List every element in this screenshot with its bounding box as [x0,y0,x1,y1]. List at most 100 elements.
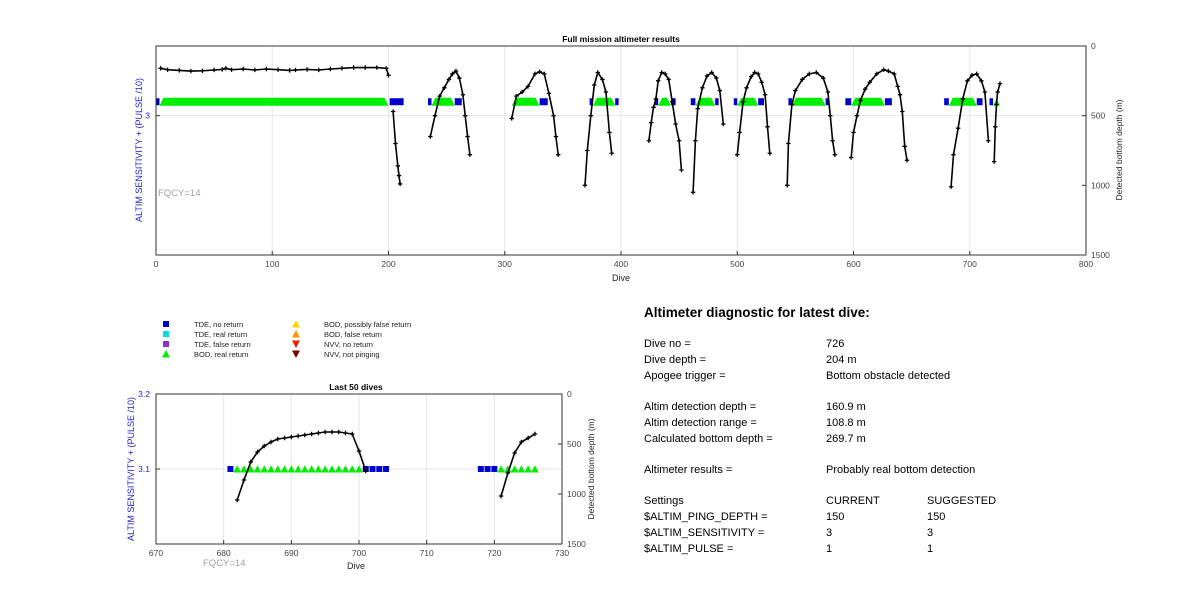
bottom-depth-point [158,66,163,71]
bottom-depth-point [607,130,612,135]
tde-no-return-marker [484,466,491,472]
bottom-depth-point [969,73,975,78]
y2-tick-label: 1500 [567,539,586,549]
bottom-depth-point [532,431,538,437]
bottom-depth-point [991,159,997,164]
legend-entry: TDE, false return [163,340,251,349]
bottom-depth-point [830,138,835,143]
bod-real-return-marker [348,465,357,473]
bottom-depth-line [392,111,401,185]
diag-value: 160.9 m [826,401,866,413]
bod-real-return-marker [246,465,255,473]
bottom-depth-point [450,71,455,77]
diag-label: Apogee trigger = [644,370,726,382]
bod-real-return-marker [307,465,316,473]
bottom-depth-point [974,71,979,77]
bottom-depth-point [442,85,447,90]
bottom-depth-point [211,67,217,73]
bottom-depth-point [551,113,556,118]
legend-entry: NVV, not pinging [292,350,380,359]
legend-triangle-down-icon [292,340,300,348]
bottom-depth-point [397,181,403,187]
bottom-depth-point [532,71,538,77]
diag-value: 204 m [826,354,857,366]
bottom-depth-point [676,138,682,143]
bottom-depth-point [282,435,287,441]
bottom-depth-point [255,449,260,455]
bottom-depth-point [498,493,504,499]
x-tick-label: 670 [149,548,163,558]
bottom-depth-point [329,429,335,435]
legend-label: TDE, false return [194,340,251,349]
bottom-depth-point [862,86,868,92]
x-tick-label: 690 [284,548,298,558]
bod-real-return-marker [301,465,309,473]
diag-row-detection-range: Altim detection range = 108.8 m [644,417,1164,433]
bod-real-return-marker [334,465,343,473]
bottom-depth-point [446,77,452,82]
bottom-depth-point [519,89,525,95]
bod-real-return-marker [294,465,302,473]
setting-current: 3 [826,527,833,539]
bottom-depth-point [463,113,468,118]
x-tick-label: 720 [487,548,501,558]
bottom-depth-point [659,70,664,75]
altimeter-diagnostic-panel: Altimeter diagnostic for latest dive: Di… [644,305,1164,559]
legend-entry: BOD, false return [292,330,382,339]
bottom-depth-point [553,134,559,139]
bottom-depth-point [897,92,903,97]
bottom-depth-point [891,71,897,77]
bottom-depth-point [695,106,700,111]
bottom-depth-point [603,89,609,95]
legend-label: NVV, not pinging [324,350,380,359]
bottom-depth-point [525,435,531,441]
setting-current: 1 [826,543,833,555]
bod-real-return-marker [504,465,512,473]
bottom-depth-point [721,121,726,127]
x-tick-label: 300 [498,259,512,269]
tde-no-return-marker [976,98,983,106]
legend-square-icon [163,321,169,327]
tde-no-return-marker [491,466,498,472]
bottom-depth-point [965,78,970,84]
bottom-depth-point [858,98,863,103]
bod-real-return-marker [791,97,826,106]
bottom-depth-point [900,109,905,114]
y2-tick-label: 0 [1091,41,1096,51]
bottom-depth-point [717,88,723,93]
bottom-depth-point [600,77,605,82]
legend-label: BOD, possibly false return [324,320,411,329]
bottom-depth-point [293,67,298,73]
axis-ticks: 010020030040050060070080034050010001500 [145,41,1110,269]
legend-label: TDE, real return [194,330,247,339]
legend-entry: TDE, real return [163,330,247,339]
depth-series [235,429,538,503]
bottom-depth-point [264,66,269,72]
bod-real-return-marker [159,97,389,106]
bottom-depth-point [595,70,600,75]
bottom-depth-point [519,439,524,445]
bottom-depth-point [767,151,772,156]
bottom-depth-point [867,80,872,85]
bottom-depth-point [673,121,678,127]
bottom-depth-point [740,99,746,104]
bottom-depth-point [287,68,292,73]
bottom-depth-point [690,190,696,195]
bod-real-return-marker [328,465,336,473]
bottom-depth-point [262,443,267,449]
y-axis-label: ALTIM SENSITIVITY + (PULSE /10) [126,397,136,541]
bottom-depth-line [736,71,771,155]
diag-value: 269.7 m [826,433,866,445]
depth-series [158,65,1003,195]
bottom-depth-point [514,93,519,99]
y2-tick-label: 1000 [567,489,586,499]
fqcy-annotation: FQCY=14 [158,188,201,199]
bod-real-return-marker [287,465,296,473]
y2-axis-label: Detected bottom depth (m) [586,418,596,519]
tde-no-return-marker [454,98,462,106]
diagnostic-title: Altimeter diagnostic for latest dive: [644,305,870,320]
bottom-depth-line [993,83,1001,162]
bottom-depth-point [762,92,768,97]
